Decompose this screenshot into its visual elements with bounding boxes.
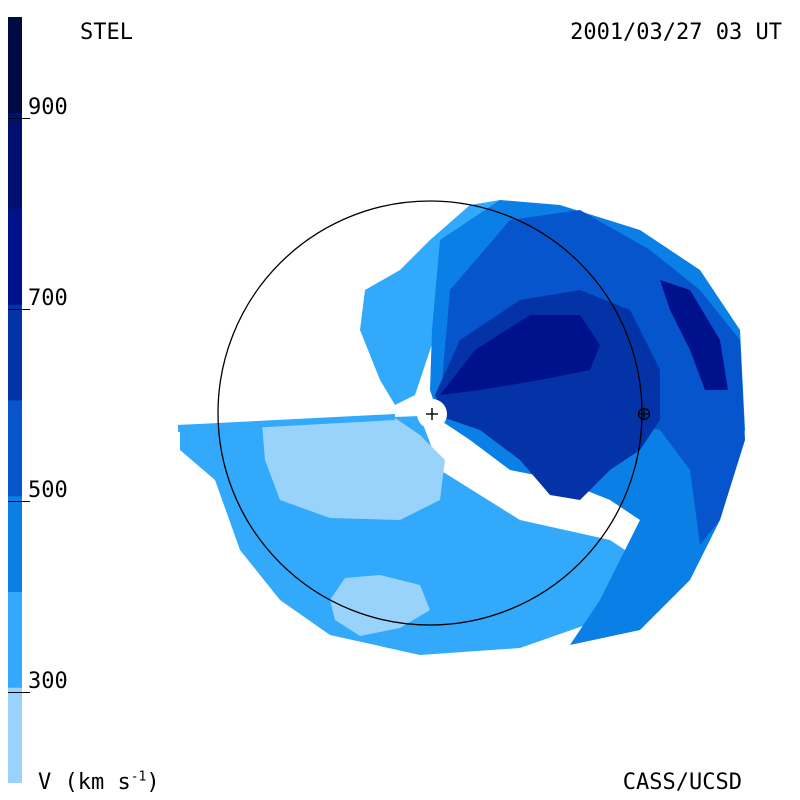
observatory-label: STEL [80, 20, 133, 45]
colorbar-band-5 [8, 208, 22, 305]
region-200-300-a [262, 418, 445, 520]
colorbar-band-7 [8, 17, 22, 114]
colorbar-tick-900 [8, 117, 30, 119]
colorbar-band-3 [8, 400, 22, 497]
colorbar-tick-500 [8, 500, 30, 502]
colorbar-band-0 [8, 687, 22, 783]
colorbar-band-4 [8, 304, 22, 401]
colorbar-tick-label: 300 [28, 669, 68, 695]
colorbar-tick-700 [8, 309, 30, 311]
region-700-800 [440, 315, 600, 395]
colorbar [8, 17, 22, 783]
credit-label: CASS/UCSD [622, 770, 742, 795]
colorbar-tick-label: 500 [28, 477, 68, 503]
colorbar-label-close: ) [146, 770, 160, 795]
region-700-800-east [660, 280, 728, 390]
velocity-field [178, 200, 745, 655]
colorbar-label-text: V (km s [38, 770, 131, 795]
colorbar-band-1 [8, 591, 22, 688]
colorbar-tick-label: 700 [28, 286, 68, 312]
colorbar-tick-300 [8, 692, 30, 694]
timestamp-label: 2001/03/27 03 UT [570, 20, 782, 45]
colorbar-label: V (km s-1) [38, 770, 160, 795]
earth-marker [637, 407, 651, 421]
colorbar-band-6 [8, 112, 22, 209]
region-ray [178, 414, 395, 432]
sun-marker [417, 399, 447, 429]
region-200-300-b [330, 575, 430, 636]
colorbar-tick-label: 900 [28, 94, 68, 120]
colorbar-band-2 [8, 495, 22, 592]
colorbar-unit-exponent: -1 [130, 769, 147, 785]
earth-orbit-circle [217, 200, 643, 626]
